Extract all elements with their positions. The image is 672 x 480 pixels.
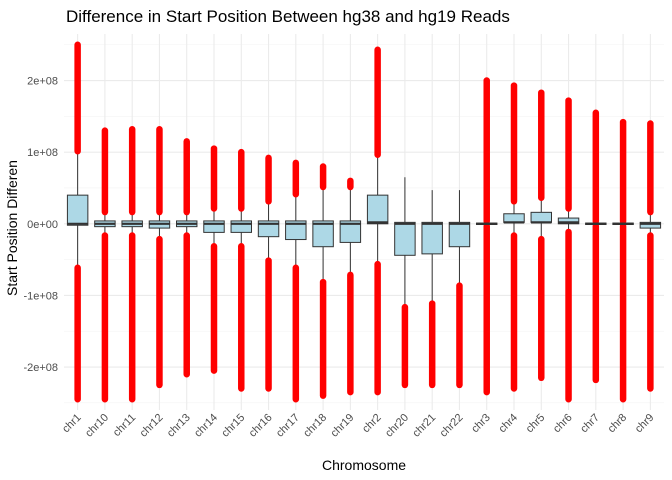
box [394,221,416,256]
outlier-layer [74,41,654,403]
box [421,221,443,255]
box [203,220,225,233]
y-tick-label: -1e+08 [23,290,58,302]
y-tick-label: 2e+08 [27,76,58,88]
x-axis-title: Chromosome [322,457,406,473]
y-axis-ticks: -2e+08 -1e+08 0e+00 1e+08 2e+08 [23,76,58,374]
y-tick-label: 0e+00 [27,219,58,231]
chart-title: Difference in Start Position Between hg3… [66,7,510,26]
box [66,194,89,226]
box [339,220,362,243]
box-layer [66,194,662,256]
y-axis-title: Start Position Differen [4,160,20,296]
box [530,211,553,223]
y-tick-label: -2e+08 [23,362,58,374]
box [285,220,307,241]
box [503,213,525,223]
box [312,220,334,248]
box [366,194,389,225]
box [639,221,662,229]
y-tick-label: 1e+08 [27,147,58,159]
box [448,221,471,248]
box [557,217,580,225]
box [230,220,253,233]
